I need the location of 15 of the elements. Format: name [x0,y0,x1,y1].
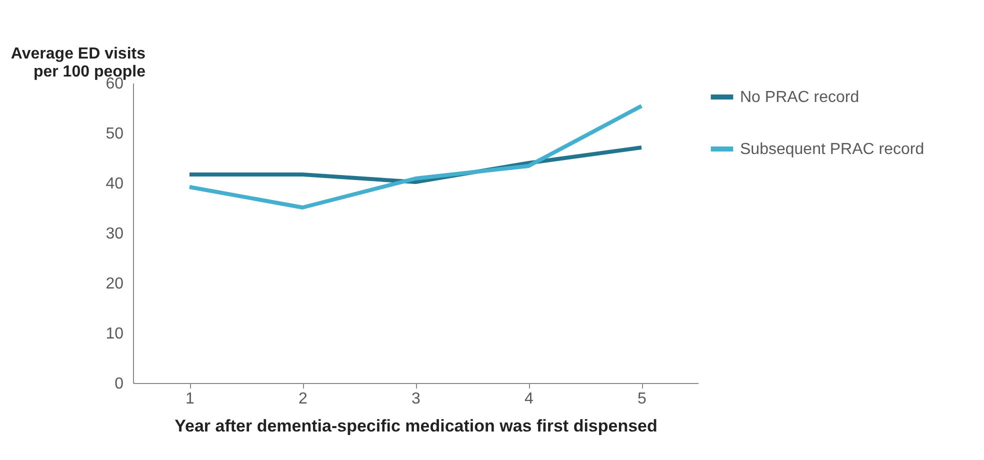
legend-label: No PRAC record [740,89,860,106]
x-tick-label: 2 [298,390,308,408]
y-tick-label: 0 [114,376,124,392]
y-tick-label: 30 [106,226,124,242]
y-tick-label: 50 [106,126,124,142]
y-tick-label: 20 [106,276,124,292]
y-tick-label: 40 [106,176,124,192]
x-tick-label: 1 [186,390,195,408]
x-tick-label: 5 [638,390,647,408]
line-series [188,104,644,210]
y-tick-label: 10 [106,326,124,342]
x-tick-label: 3 [412,390,421,408]
x-axis-title: Year after dementia-specific medication was first dispensed [174,416,658,436]
x-tick-label: 4 [524,390,534,408]
legend-label: Subsequent PRAC record [740,141,924,158]
